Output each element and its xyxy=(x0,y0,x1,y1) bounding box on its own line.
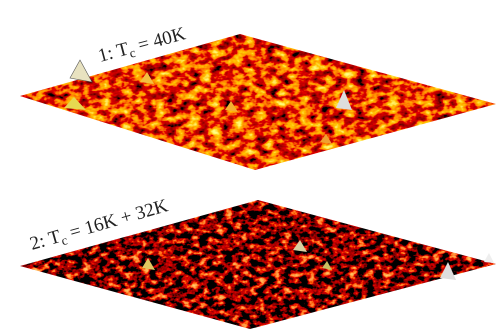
label-subscript: c xyxy=(128,45,138,61)
spike xyxy=(225,101,238,112)
spike xyxy=(336,90,352,110)
spike xyxy=(140,72,154,84)
label-text: 1: T xyxy=(96,38,132,66)
surface-2 xyxy=(20,200,496,329)
spike xyxy=(69,59,93,83)
spike xyxy=(320,134,332,144)
surface-map xyxy=(20,200,496,329)
surface-1 xyxy=(20,34,496,170)
label-subscript: c xyxy=(59,232,69,248)
spike xyxy=(64,97,86,110)
spike xyxy=(484,253,494,263)
surface-map xyxy=(20,34,496,170)
spike xyxy=(440,262,456,280)
spike xyxy=(322,261,332,270)
spike xyxy=(293,240,307,252)
label-text: 2: T xyxy=(28,226,64,255)
spike xyxy=(142,258,155,270)
